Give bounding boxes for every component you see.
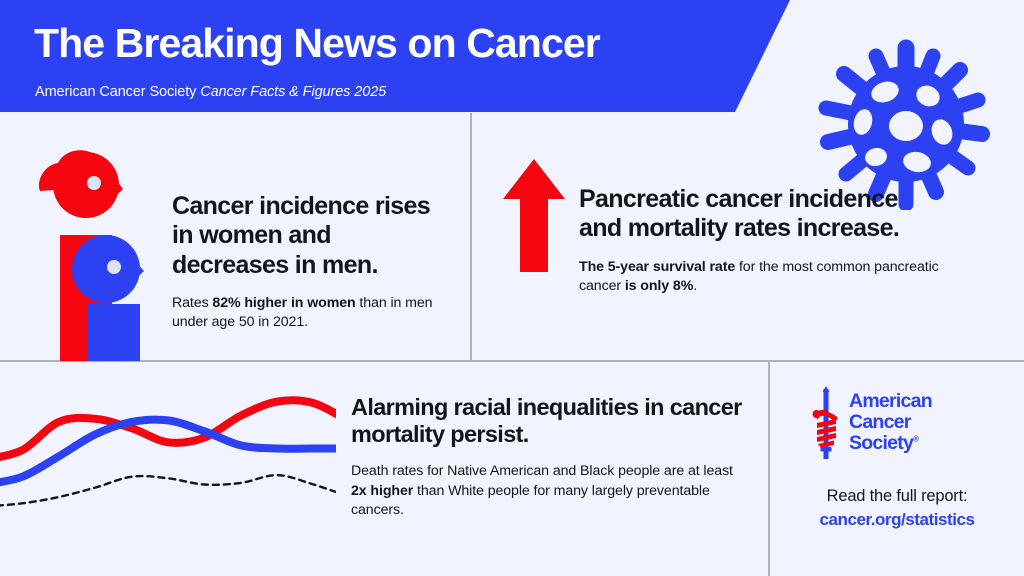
- incidence-body-pre: Rates: [172, 294, 213, 311]
- racial-headline: Alarming racial inequalities in cancer m…: [351, 394, 742, 448]
- blue-figure-eye: [107, 260, 121, 274]
- acs-wordmark-line-2: Cancer: [849, 411, 911, 434]
- racial-body-post: than White people for many largely preve…: [351, 482, 710, 519]
- read-report-label: Read the full report:: [826, 487, 968, 505]
- pancreatic-text-block: Pancreatic cancer incidence and mortalit…: [579, 185, 939, 297]
- red-figure-eye: [87, 176, 101, 190]
- pancreatic-body: The 5-year survival rate for the most co…: [579, 258, 939, 297]
- panel-cancer-incidence: Cancer incidence rises in women and decr…: [0, 113, 470, 361]
- divider-vertical-bottom: [768, 362, 770, 576]
- two-people-figures-icon: [28, 141, 168, 361]
- divider-vertical-top: [470, 113, 472, 360]
- acs-wordmark: American Cancer Society®: [849, 386, 933, 454]
- incidence-headline: Cancer incidence rises in women and decr…: [172, 192, 431, 279]
- racial-text-block: Alarming racial inequalities in cancer m…: [351, 394, 751, 521]
- racial-body-pre: Death rates for Native American and Blac…: [351, 462, 733, 479]
- panel-acs-branding: American Cancer Society® Read the full r…: [770, 362, 1024, 576]
- virus-cell-icon: [818, 38, 994, 212]
- divider-horizontal: [0, 360, 1024, 362]
- three-line-trend-chart: [0, 384, 354, 524]
- acs-sword-serpent-icon: [812, 386, 840, 460]
- racial-body-highlight: 2x higher: [351, 482, 414, 499]
- pancreatic-body-post: .: [693, 278, 698, 295]
- pancreatic-headline: Pancreatic cancer incidence and mortalit…: [579, 185, 900, 243]
- incidence-body-highlight: 82% higher in women: [212, 294, 356, 311]
- acs-wordmark-society: Society: [849, 432, 914, 455]
- trend-line-red-trend: [0, 396, 354, 461]
- trend-line-black-dashed-trend: [0, 473, 352, 507]
- panel-racial-inequalities: Alarming racial inequalities in cancer m…: [0, 362, 768, 576]
- racial-body: Death rates for Native American and Blac…: [351, 462, 751, 521]
- incidence-body: Rates 82% higher in women than in men un…: [172, 294, 452, 333]
- page-title: The Breaking News on Cancer: [34, 20, 601, 66]
- registered-trademark-icon: ®: [913, 434, 920, 444]
- header-subtitle: American Cancer Society Cancer Facts & F…: [35, 84, 386, 100]
- pancreatic-body-highlight-1: The 5-year survival rate: [579, 258, 736, 275]
- pancreatic-body-mid: for the most common pancreatic cancer: [579, 258, 939, 295]
- pancreatic-body-highlight-2: is only 8%: [624, 278, 694, 295]
- header-band: [0, 0, 790, 112]
- panel-pancreatic-cancer: Pancreatic cancer incidence and mortalit…: [472, 113, 1024, 360]
- incidence-body-post: than in men under age 50 in 2021.: [172, 294, 433, 331]
- incidence-text-block: Cancer incidence rises in women and decr…: [172, 192, 452, 333]
- header-source-org: American Cancer Society: [35, 84, 201, 100]
- acs-wordmark-line-3: Society®: [849, 433, 932, 454]
- report-url-link[interactable]: cancer.org/statistics: [819, 510, 975, 529]
- trend-line-blue-trend: [0, 415, 354, 487]
- acs-logo[interactable]: American Cancer Society®: [812, 386, 933, 460]
- up-arrow-icon: [503, 159, 565, 272]
- acs-wordmark-line-1: American: [849, 390, 933, 412]
- header-source-report: Cancer Facts & Figures 2025: [200, 84, 387, 100]
